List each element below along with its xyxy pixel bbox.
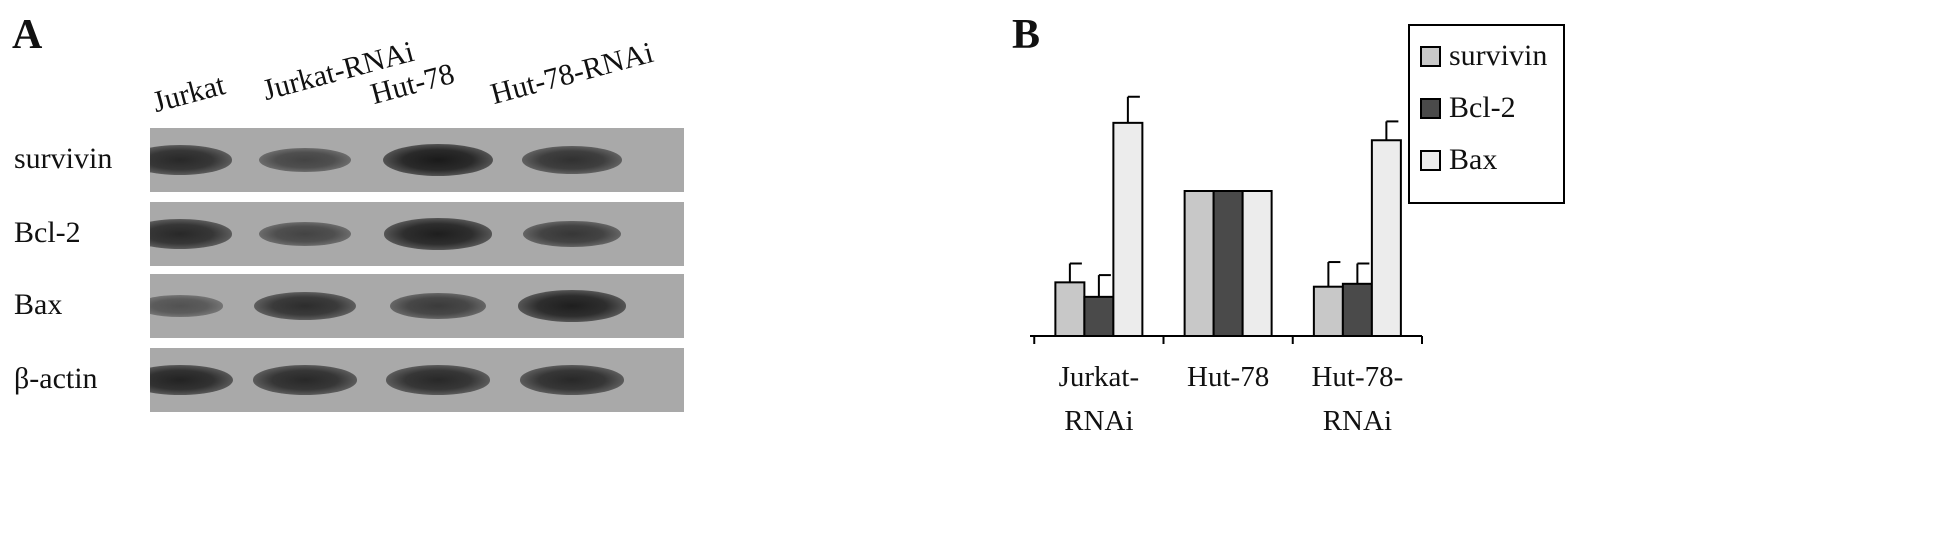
blot-strip — [150, 128, 684, 192]
panel-b-letter: B — [1012, 12, 1041, 58]
bar — [1183, 190, 1215, 337]
x-category-label: Jurkat-RNAi — [1059, 361, 1140, 437]
blot-strip — [150, 274, 684, 338]
blot-strip — [150, 202, 684, 266]
lane-label: Hut-78-RNAi — [487, 36, 657, 112]
blot-band — [150, 219, 232, 249]
blot-band — [384, 218, 492, 250]
legend-swatch — [1420, 98, 1441, 119]
bar — [1112, 121, 1144, 337]
blot-band — [150, 364, 233, 396]
blot-row-label: Bcl-2 — [14, 216, 81, 249]
blot-band — [518, 290, 626, 322]
x-category-label: Hut-78 — [1187, 361, 1269, 393]
blot-row-label: Bax — [14, 288, 63, 321]
bar — [1370, 139, 1402, 337]
bar — [1083, 295, 1115, 338]
legend-label: survivin — [1449, 39, 1547, 72]
blot-band — [383, 144, 493, 176]
bar — [1312, 285, 1344, 338]
blot-strip — [150, 348, 684, 412]
legend-swatch — [1420, 46, 1441, 67]
lane-label: Jurkat — [149, 68, 229, 120]
blot-band — [259, 222, 351, 246]
blot-band — [522, 146, 622, 174]
legend-swatch — [1420, 150, 1441, 171]
bar — [1341, 282, 1373, 337]
bar-chart: 00.511.52JurkatJurkat-RNAiHut-78Hut-78-R… — [1030, 24, 1565, 437]
blot-band — [386, 365, 490, 395]
bar — [1054, 281, 1086, 338]
legend-label: Bcl-2 — [1449, 91, 1516, 124]
blot-row-label: β-actin — [14, 362, 98, 395]
blot-band — [150, 295, 223, 317]
bar — [1212, 190, 1244, 337]
bar — [1241, 190, 1273, 337]
panel-a-letter: A — [12, 12, 43, 58]
blot-band — [150, 145, 232, 175]
legend-label: Bax — [1449, 143, 1497, 176]
blot-band — [523, 220, 621, 248]
blot-band — [520, 365, 624, 395]
blot-band — [254, 291, 356, 321]
blot-row-label: survivin — [14, 142, 113, 175]
blot-band — [253, 365, 357, 395]
x-category-label: Hut-78-RNAi — [1311, 361, 1403, 437]
blot-band — [390, 293, 486, 319]
blot-band — [259, 148, 351, 172]
